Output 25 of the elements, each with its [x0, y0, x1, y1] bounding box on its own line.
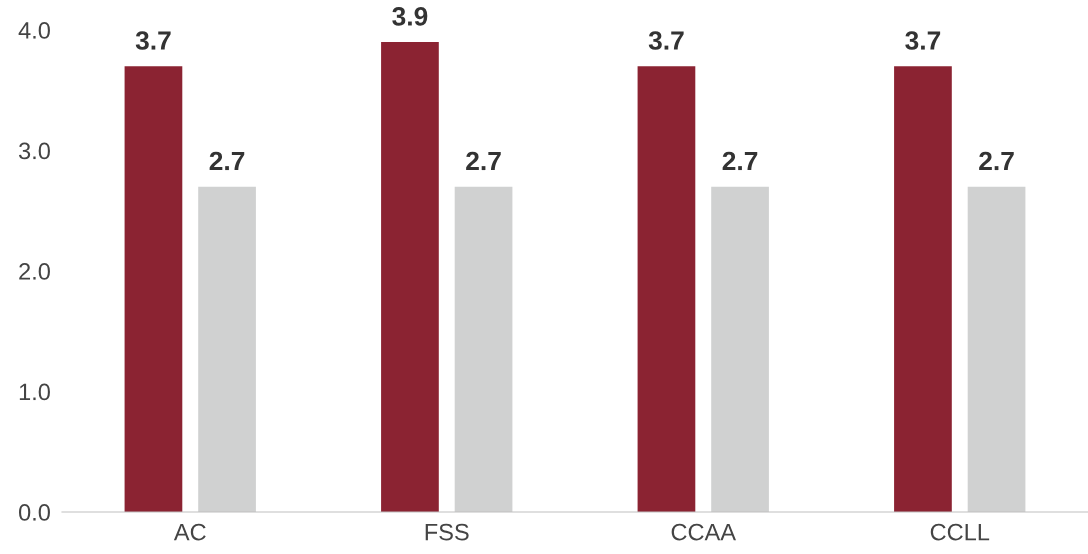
- data-label: 3.7: [135, 31, 171, 50]
- y-tick-label: 4.0: [18, 22, 50, 39]
- bar: [381, 42, 439, 512]
- data-label: 3.7: [905, 31, 941, 50]
- x-tick-label: CCLL: [930, 523, 990, 541]
- data-label: 3.9: [392, 7, 428, 26]
- y-tick-label: 2.0: [19, 263, 50, 280]
- bar: [894, 66, 952, 512]
- data-label: 2.7: [466, 151, 501, 171]
- data-label: 3.7: [648, 31, 684, 50]
- x-tick-label: CCAA: [671, 523, 736, 541]
- data-label: 2.7: [209, 151, 245, 171]
- bar: [711, 186, 769, 512]
- x-tick-label: AC: [173, 523, 206, 541]
- bar: [454, 186, 513, 512]
- y-tick-label: 3.0: [18, 142, 50, 160]
- bar: [967, 186, 1026, 512]
- y-tick-label: 0.0: [18, 504, 50, 521]
- data-label: 2.7: [722, 151, 758, 171]
- bar: [637, 66, 696, 512]
- data-label: 2.7: [979, 151, 1014, 171]
- bar: [124, 66, 183, 512]
- y-tick-label: 1.0: [19, 383, 50, 401]
- bar: [198, 186, 256, 512]
- x-tick-label: FSS: [425, 523, 469, 541]
